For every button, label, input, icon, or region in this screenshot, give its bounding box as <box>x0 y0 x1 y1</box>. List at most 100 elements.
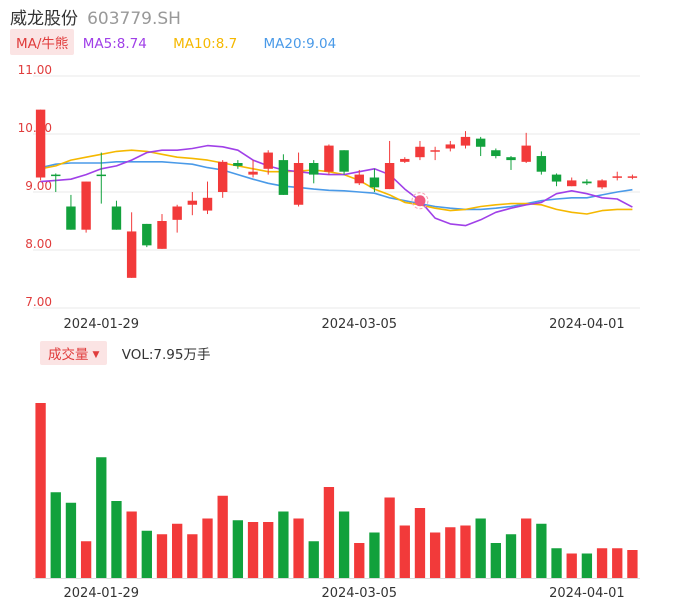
ma20-line <box>40 161 633 211</box>
y-tick-label: 10.00 <box>18 121 52 135</box>
candle-body <box>384 163 395 190</box>
ma-legend: MA/牛熊 MA5:8.74 MA10:8.7 MA20:9.04 <box>10 29 358 55</box>
ma-toggle-button[interactable]: MA/牛熊 <box>10 29 75 55</box>
y-tick-label: 9.00 <box>25 179 52 193</box>
volume-bar <box>399 525 410 578</box>
candle-body <box>263 152 273 169</box>
ma5-line <box>40 144 633 227</box>
candle-body <box>202 197 213 211</box>
candle-body <box>51 174 61 177</box>
candle-body <box>415 146 425 158</box>
volume-bar <box>126 511 137 578</box>
volume-bar <box>323 487 335 578</box>
stock-code: 603779.SH <box>87 9 181 29</box>
y-tick-label: 7.00 <box>25 295 52 309</box>
volume-bar <box>35 403 46 578</box>
volume-bar <box>536 523 547 578</box>
volume-value: VOL:7.95万手 <box>121 347 211 363</box>
volume-legend: 成交量 ▼ VOL:7.95万手 <box>40 341 211 365</box>
volume-bar <box>369 532 380 578</box>
candle-body <box>293 163 304 205</box>
candle-body <box>278 160 289 195</box>
ma20-legend: MA20:9.04 <box>263 36 337 52</box>
x-date-label-volume: 2024-03-05 <box>321 586 397 601</box>
candle-body <box>612 176 622 178</box>
candle-body <box>142 223 152 246</box>
candle-body <box>248 171 258 175</box>
candle-body <box>35 109 46 178</box>
price-axis: 11.00 10.00 9.00 8.00 7.00 <box>18 63 52 309</box>
candle-body <box>475 138 486 147</box>
volume-bar <box>566 553 577 578</box>
candle-body <box>157 221 167 249</box>
volume-bar <box>384 497 395 578</box>
candle-body <box>96 174 106 177</box>
candles <box>35 109 638 278</box>
volume-bar <box>172 523 183 578</box>
volume-bar <box>521 518 532 578</box>
volume-bar <box>490 543 501 578</box>
volume-bar <box>460 525 471 578</box>
volume-bar <box>596 548 608 578</box>
y-tick-label: 11.00 <box>18 63 52 77</box>
volume-bars <box>35 403 638 578</box>
x-date-label: 2024-01-29 <box>64 317 140 332</box>
ma10-legend: MA10:8.7 <box>173 36 238 52</box>
candle-body <box>324 145 334 172</box>
candle-body <box>536 156 547 172</box>
candle-body <box>66 206 76 230</box>
candle-body <box>81 181 91 230</box>
candle-body <box>400 158 410 162</box>
marker-dot <box>414 195 426 207</box>
candle-body <box>567 180 577 187</box>
candle-body <box>551 174 562 182</box>
candle-body <box>521 145 531 162</box>
volume-bar <box>96 457 107 578</box>
candle-body <box>126 231 137 278</box>
volume-bar <box>429 532 441 578</box>
candle-body <box>172 206 182 220</box>
candle-body <box>309 163 319 175</box>
candle-body <box>217 161 228 192</box>
volume-bar <box>187 534 198 578</box>
candle-body <box>430 150 440 152</box>
ma-lines <box>40 144 633 227</box>
caret-down-icon: ▼ <box>92 350 100 360</box>
volume-bar <box>111 501 122 578</box>
volume-bar <box>414 508 426 578</box>
volume-bar <box>627 550 638 578</box>
volume-bar <box>293 518 304 578</box>
volume-bar <box>338 511 350 578</box>
volume-bar <box>278 511 289 578</box>
x-date-label: 2024-04-01 <box>549 317 625 332</box>
volume-bar <box>612 548 623 578</box>
volume-bar <box>202 518 213 578</box>
volume-bar <box>141 530 152 578</box>
volume-toggle-button[interactable]: 成交量 ▼ <box>40 341 108 365</box>
candle-body <box>339 150 349 172</box>
date-axis: 2024-01-29 2024-01-29 2024-03-05 2024-03-05… <box>64 317 625 601</box>
volume-bar <box>156 534 168 578</box>
volume-bar <box>217 495 228 578</box>
candle-body <box>233 163 243 166</box>
candle-body <box>369 177 380 188</box>
candle-body <box>506 157 516 161</box>
stock-name: 威龙股份 <box>10 9 78 29</box>
volume-bar <box>475 518 486 578</box>
volume-bar <box>50 492 61 578</box>
candle-body <box>445 144 456 149</box>
candle-body <box>627 176 638 178</box>
marker <box>411 192 429 210</box>
volume-bar <box>232 520 244 578</box>
marker-ring <box>411 192 429 210</box>
volume-bar <box>354 543 365 578</box>
volume-bar <box>445 527 456 578</box>
y-tick-label: 8.00 <box>25 237 52 251</box>
volume-bar <box>247 522 259 578</box>
candle-body <box>582 181 592 184</box>
candle-body <box>187 200 198 205</box>
x-date-label-volume: 2024-01-29 <box>64 586 140 601</box>
volume-bar <box>551 548 562 578</box>
volume-bar <box>65 502 77 578</box>
